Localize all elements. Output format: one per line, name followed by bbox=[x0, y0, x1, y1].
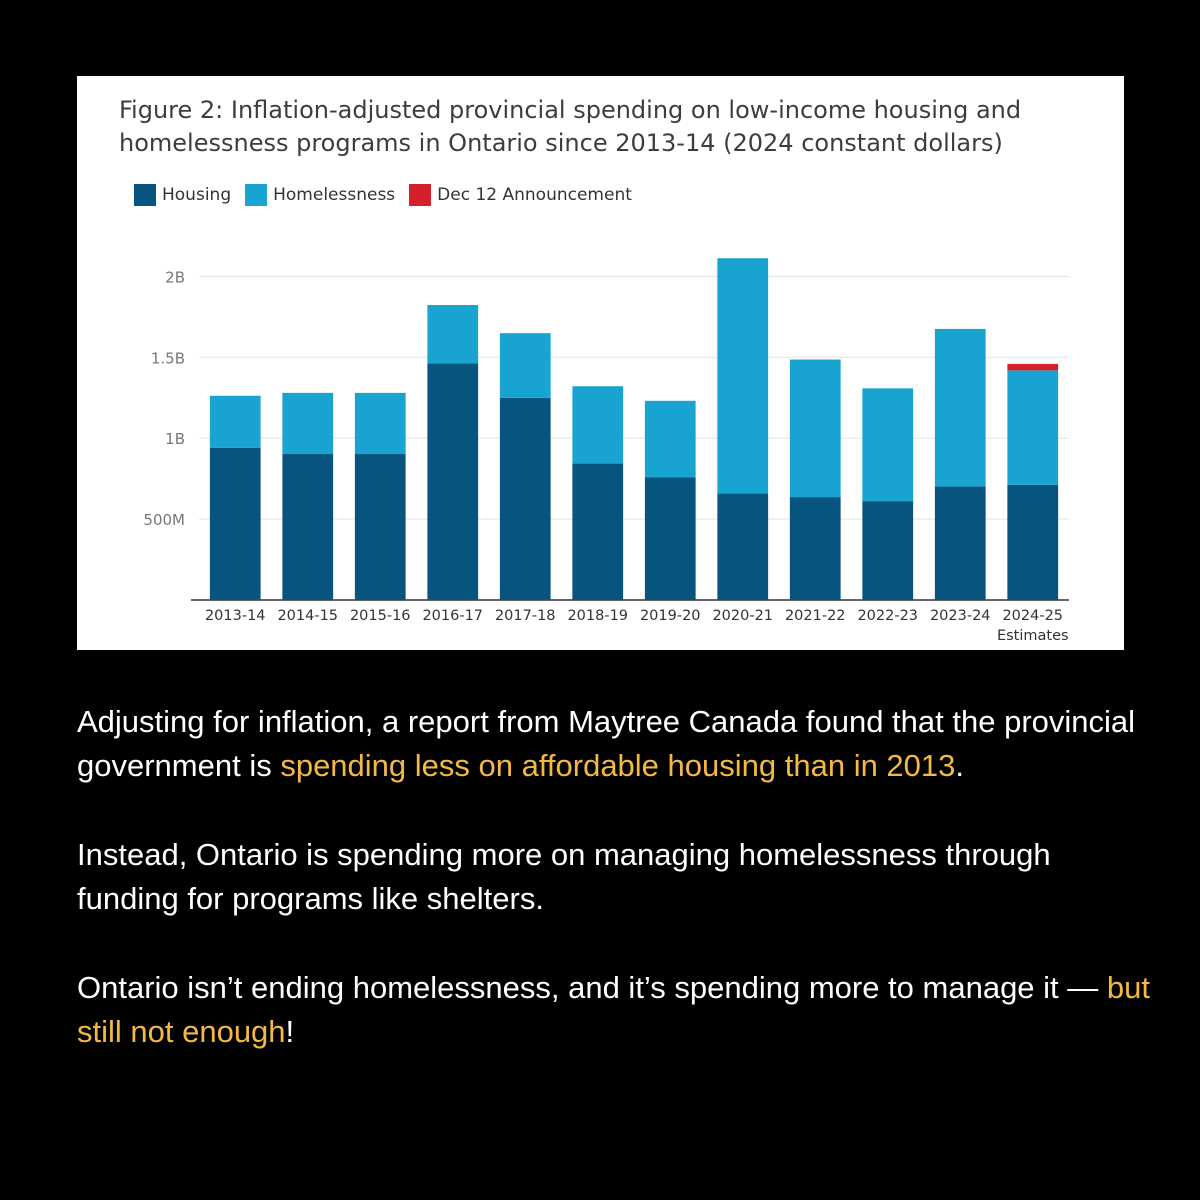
chart-title: Figure 2: Inflation-adjusted provincial … bbox=[119, 96, 1022, 157]
bar-housing bbox=[644, 477, 696, 600]
chart-card: Figure 2: Inflation-adjusted provincial … bbox=[77, 76, 1124, 650]
bar-housing bbox=[427, 363, 479, 600]
x-tick-label: 2016-17 bbox=[422, 608, 483, 624]
x-tick-label: 2022-23 bbox=[857, 608, 918, 624]
x-tick-label: 2021-22 bbox=[785, 608, 846, 624]
caption-p1-end: . bbox=[955, 748, 965, 783]
bar-housing bbox=[282, 454, 334, 600]
caption-p1-text: Adjusting for inflation, a report from M… bbox=[77, 704, 1136, 783]
x-tick-sublabel: Estimates bbox=[997, 628, 1069, 644]
bar-homelessness bbox=[427, 305, 479, 364]
x-tick-label: 2018-19 bbox=[567, 608, 628, 624]
caption-p3-text: Ontario isn’t ending homelessness, and i… bbox=[77, 970, 1107, 1005]
legend-item-announcement: Dec 12 Announcement bbox=[409, 184, 632, 206]
legend-item-housing: Housing bbox=[134, 184, 231, 206]
x-tick-label: 2019-20 bbox=[640, 608, 701, 624]
bar-homelessness bbox=[354, 392, 406, 455]
bar-housing bbox=[717, 493, 769, 600]
bar-homelessness bbox=[572, 386, 624, 464]
bar-homelessness bbox=[499, 333, 551, 398]
x-tick-label: 2023-24 bbox=[930, 608, 991, 624]
x-tick-label: 2015-16 bbox=[350, 608, 411, 624]
caption-text: Adjusting for inflation, a report from M… bbox=[77, 700, 1157, 1099]
bar-housing bbox=[209, 447, 261, 600]
caption-p3-end: ! bbox=[285, 1014, 295, 1049]
y-tick-label: 1.5B bbox=[151, 349, 185, 367]
bar-housing bbox=[354, 454, 406, 600]
caption-p3-highlight: but still not enough bbox=[77, 970, 1150, 1049]
bar-homelessness bbox=[209, 395, 261, 448]
bar-housing bbox=[862, 501, 914, 600]
legend-swatch-homelessness bbox=[245, 184, 268, 206]
x-tick-label: 2020-21 bbox=[712, 608, 773, 624]
x-tick-label: 2024-25 bbox=[1002, 608, 1063, 624]
bar-homelessness bbox=[717, 258, 769, 494]
bar-housing bbox=[789, 497, 841, 600]
y-tick-label: 500M bbox=[143, 511, 185, 529]
x-tick-label: 2017-18 bbox=[495, 608, 556, 624]
bar-housing bbox=[1007, 484, 1059, 600]
legend-swatch-announcement bbox=[409, 184, 432, 206]
legend-item-homelessness: Homelessness bbox=[245, 184, 395, 206]
stacked-bar-chart: 500M 1B 1.5B 2B 2013-14 2014-15 2015-16 2016-17… bbox=[143, 258, 1069, 644]
legend-label-homelessness: Homelessness bbox=[273, 185, 396, 205]
bar-announcement bbox=[1007, 363, 1059, 371]
bar-homelessness bbox=[1007, 370, 1059, 485]
legend-label-housing: Housing bbox=[162, 185, 232, 205]
bar-housing bbox=[499, 397, 551, 600]
bar-homelessness bbox=[282, 392, 334, 455]
legend-swatch-housing bbox=[134, 184, 156, 206]
bar-homelessness bbox=[644, 400, 696, 478]
x-tick-label: 2013-14 bbox=[205, 608, 266, 624]
bar-homelessness bbox=[934, 328, 986, 487]
caption-p1-highlight: spending less on affordable housing than… bbox=[280, 748, 956, 783]
legend-label-announcement: Dec 12 Announcement bbox=[437, 185, 632, 205]
chart-legend: Housing Homelessness Dec 12 Announcement bbox=[134, 182, 646, 208]
x-tick-label: 2014-15 bbox=[277, 608, 338, 624]
caption-paragraph-1: Adjusting for inflation, a report from M… bbox=[77, 700, 1157, 788]
caption-paragraph-2: Instead, Ontario is spending more on man… bbox=[77, 837, 1051, 916]
y-tick-label: 1B bbox=[165, 430, 185, 448]
caption-paragraph-3: Ontario isn’t ending homelessness, and i… bbox=[77, 966, 1157, 1054]
bar-housing bbox=[934, 486, 986, 600]
bar-homelessness bbox=[862, 388, 914, 502]
bar-housing bbox=[572, 463, 624, 600]
bar-homelessness bbox=[789, 359, 841, 498]
y-tick-label: 2B bbox=[165, 268, 185, 286]
